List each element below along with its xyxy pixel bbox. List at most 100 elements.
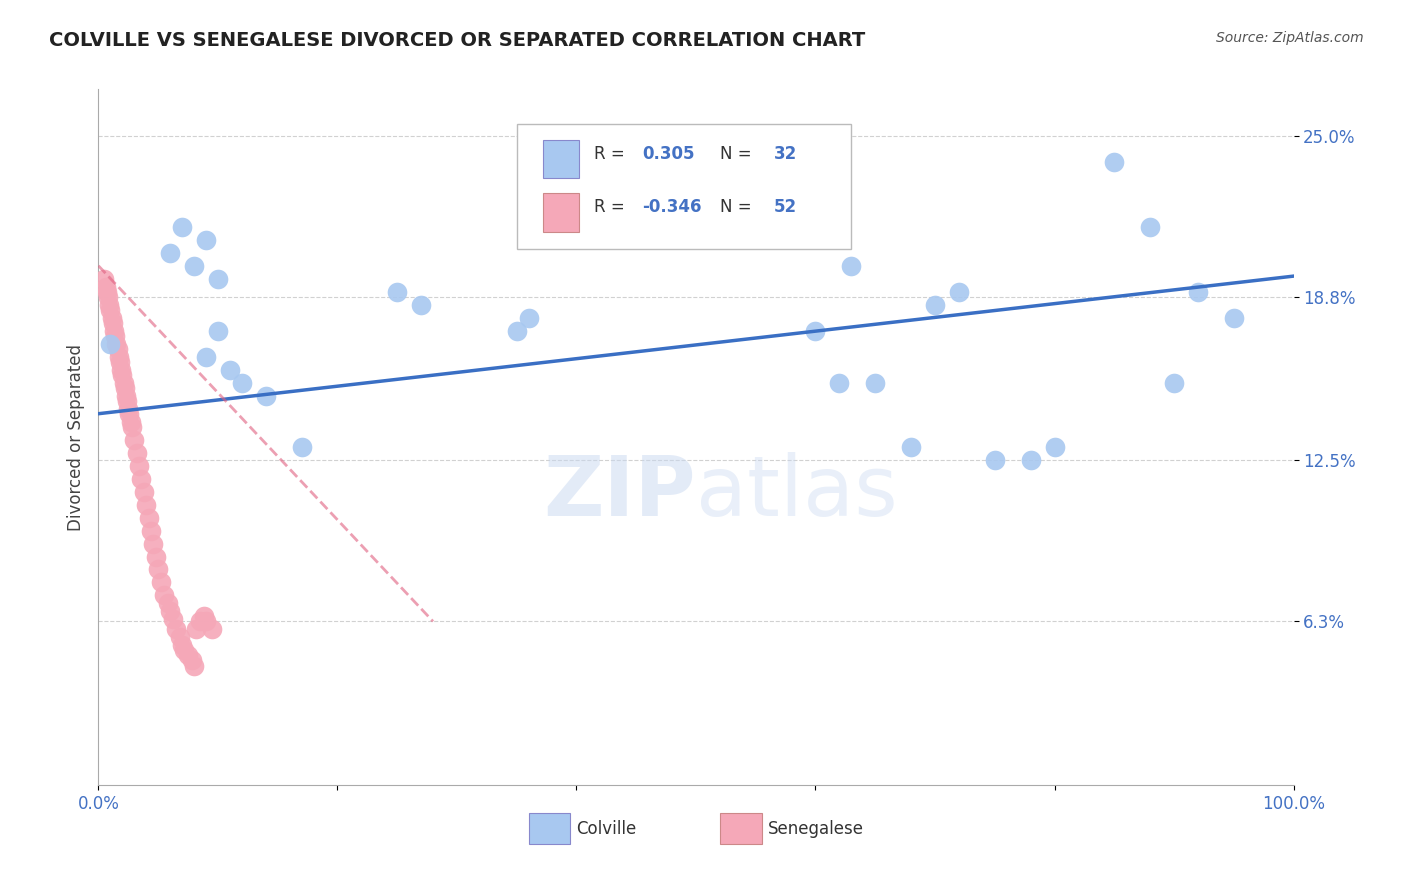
Point (865, 376, 887, 390)
Point (107, 350, 129, 364)
Point (149, 575, 172, 590)
Point (165, 622, 187, 636)
Text: 0.305: 0.305 (643, 145, 695, 163)
Bar (529, 813, 571, 844)
Point (841, 259, 863, 273)
Point (1223, 310, 1246, 325)
Y-axis label: Divorced or Separated: Divorced or Separated (66, 343, 84, 531)
Point (98, 336, 122, 351)
Bar (543, 140, 579, 178)
Text: 52: 52 (773, 198, 797, 217)
Point (107, 342, 129, 356)
Point (100, 310, 122, 325)
Point (118, 407, 141, 421)
Point (948, 285, 970, 299)
Point (125, 445, 148, 459)
Point (115, 393, 138, 408)
Point (183, 259, 205, 273)
Point (159, 604, 181, 618)
Point (131, 472, 153, 486)
Point (156, 596, 179, 610)
Text: ZIP: ZIP (544, 452, 696, 533)
Text: Senegalese: Senegalese (768, 820, 863, 838)
Point (132, 484, 155, 499)
Point (142, 536, 165, 550)
Point (101, 316, 124, 330)
Bar (543, 194, 579, 232)
Point (195, 350, 218, 364)
Point (159, 245, 181, 260)
Point (115, 388, 138, 402)
Point (195, 615, 218, 629)
Point (97, 290, 120, 304)
Point (98, 298, 121, 312)
Text: atlas: atlas (696, 452, 897, 533)
Point (207, 324, 229, 338)
Point (124, 433, 146, 447)
Point (1043, 441, 1066, 455)
Point (110, 362, 132, 376)
Point (1139, 219, 1161, 234)
FancyBboxPatch shape (517, 124, 852, 249)
Text: Colville: Colville (576, 820, 637, 838)
Point (1187, 285, 1209, 299)
Point (195, 233, 218, 247)
Text: R =: R = (595, 198, 626, 217)
Point (135, 498, 157, 512)
Point (385, 285, 409, 299)
Point (138, 510, 160, 524)
Text: 32: 32 (773, 145, 797, 163)
Point (120, 415, 142, 429)
Point (517, 310, 540, 325)
Text: N =: N = (720, 145, 751, 163)
Point (201, 622, 224, 636)
Point (121, 419, 143, 434)
Point (186, 622, 208, 636)
Point (117, 401, 139, 416)
Point (180, 653, 202, 667)
Point (506, 324, 529, 338)
Point (219, 362, 242, 376)
Point (93, 271, 115, 285)
Point (96, 285, 118, 299)
Text: COLVILLE VS SENEGALESE DIVORCED OR SEPARATED CORRELATION CHART: COLVILLE VS SENEGALESE DIVORCED OR SEPAR… (49, 31, 866, 50)
Text: Source: ZipAtlas.com: Source: ZipAtlas.com (1216, 31, 1364, 45)
Point (153, 589, 176, 603)
Point (207, 271, 229, 285)
Text: N =: N = (720, 198, 751, 217)
Point (1019, 453, 1042, 467)
Point (172, 219, 194, 234)
Point (1104, 154, 1126, 169)
Point (148, 562, 170, 576)
Point (162, 612, 184, 626)
Point (177, 648, 200, 662)
Point (183, 658, 205, 673)
Point (128, 458, 150, 473)
Point (900, 441, 922, 455)
Point (828, 376, 851, 390)
Text: R =: R = (595, 145, 626, 163)
Point (108, 355, 131, 369)
Point (94, 279, 117, 293)
Point (254, 388, 277, 402)
Point (193, 609, 215, 624)
Point (112, 376, 135, 390)
Point (104, 328, 127, 343)
Point (745, 168, 768, 182)
Point (169, 630, 191, 644)
Point (139, 524, 162, 538)
Point (1163, 376, 1185, 390)
Bar (720, 813, 762, 844)
Point (188, 615, 211, 629)
Point (291, 441, 314, 455)
Point (114, 381, 136, 395)
Point (98, 302, 122, 317)
Point (172, 638, 194, 652)
Point (411, 298, 433, 312)
Point (984, 453, 1007, 467)
Point (231, 376, 253, 390)
Text: -0.346: -0.346 (643, 198, 702, 217)
Point (173, 643, 195, 657)
Point (111, 368, 134, 382)
Point (924, 298, 946, 312)
